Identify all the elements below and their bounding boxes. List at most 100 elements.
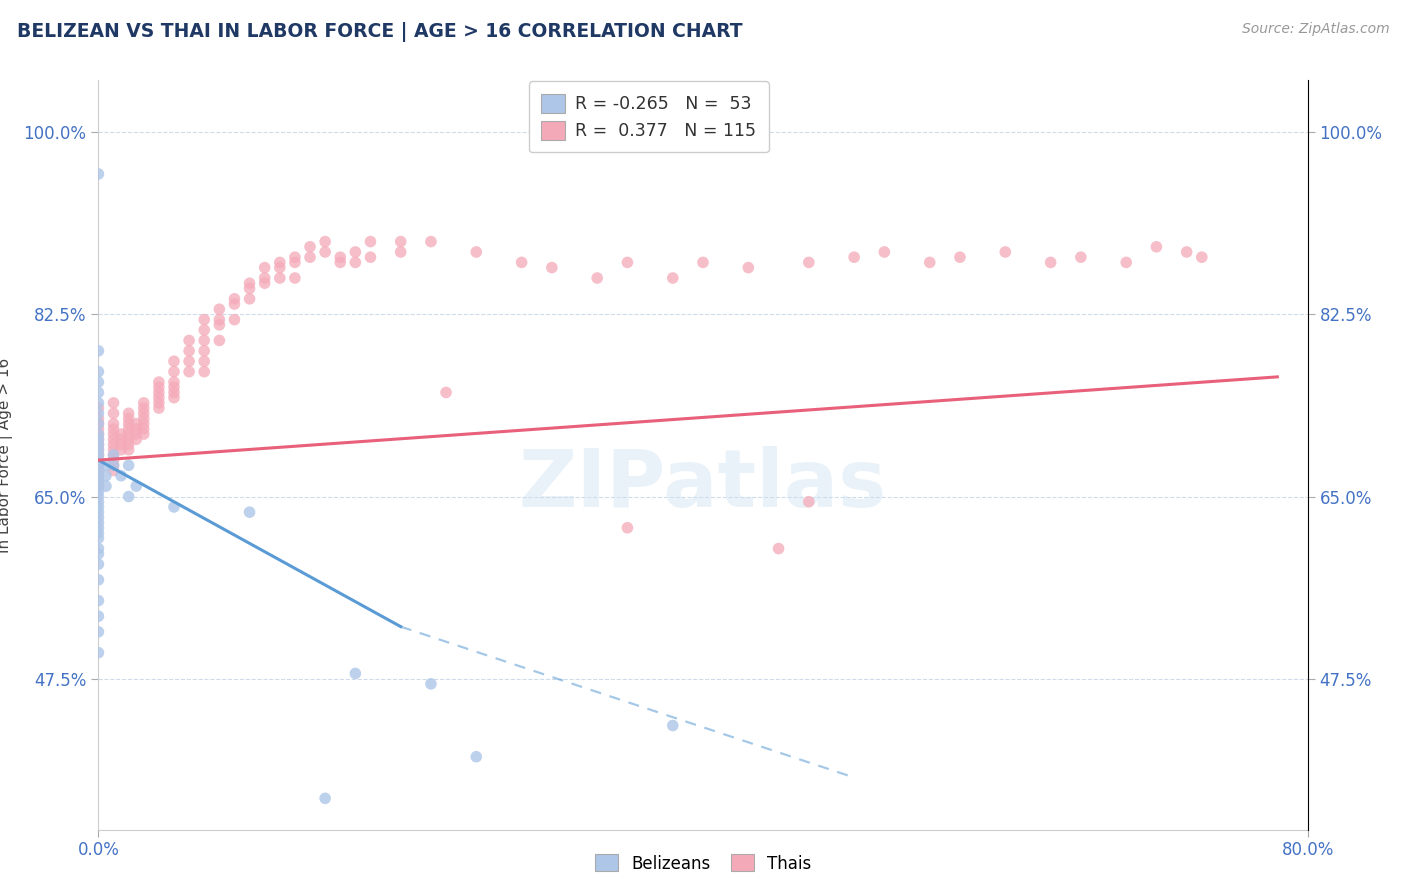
Point: [193, 343, 215, 358]
Point: [87, 453, 110, 467]
Point: [125, 479, 148, 493]
Point: [87, 365, 110, 379]
Point: [844, 250, 866, 264]
Point: [1175, 244, 1198, 259]
Point: [949, 250, 972, 264]
Point: [87, 474, 110, 488]
Point: [132, 417, 155, 431]
Point: [87, 479, 110, 493]
Point: [148, 375, 170, 389]
Point: [148, 380, 170, 394]
Point: [87, 593, 110, 607]
Point: [87, 453, 110, 467]
Point: [148, 385, 170, 400]
Point: [87, 442, 110, 457]
Point: [269, 260, 291, 275]
Point: [148, 396, 170, 410]
Point: [510, 255, 533, 269]
Point: [103, 442, 125, 457]
Y-axis label: In Labor Force | Age > 16: In Labor Force | Age > 16: [0, 358, 13, 552]
Point: [118, 417, 141, 431]
Point: [125, 427, 148, 442]
Point: [434, 385, 457, 400]
Point: [873, 244, 896, 259]
Point: [87, 541, 110, 556]
Point: [208, 312, 231, 326]
Point: [179, 354, 201, 368]
Point: [87, 427, 110, 442]
Point: [87, 484, 110, 499]
Point: [994, 244, 1017, 259]
Point: [224, 312, 246, 326]
Point: [1070, 250, 1092, 264]
Point: [110, 427, 132, 442]
Point: [360, 235, 382, 249]
Point: [737, 260, 759, 275]
Point: [87, 494, 110, 508]
Point: [87, 401, 110, 416]
Point: [118, 458, 141, 473]
Point: [208, 334, 231, 348]
Point: [389, 235, 412, 249]
Point: [239, 505, 262, 519]
Point: [1039, 255, 1062, 269]
Point: [797, 255, 820, 269]
Point: [87, 510, 110, 524]
Point: [239, 292, 262, 306]
Point: [193, 365, 215, 379]
Point: [179, 365, 201, 379]
Point: [103, 458, 125, 473]
Point: [87, 468, 110, 483]
Point: [87, 375, 110, 389]
Point: [118, 442, 141, 457]
Point: [125, 417, 148, 431]
Point: [692, 255, 714, 269]
Point: [208, 302, 231, 317]
Point: [420, 235, 443, 249]
Point: [103, 396, 125, 410]
Point: [179, 343, 201, 358]
Point: [87, 531, 110, 545]
Point: [132, 396, 155, 410]
Legend: Belizeans, Thais: Belizeans, Thais: [588, 847, 818, 880]
Point: [87, 437, 110, 451]
Point: [299, 250, 322, 264]
Point: [87, 490, 110, 504]
Point: [465, 244, 488, 259]
Point: [179, 334, 201, 348]
Point: [87, 437, 110, 451]
Point: [118, 490, 141, 504]
Text: Source: ZipAtlas.com: Source: ZipAtlas.com: [1241, 22, 1389, 37]
Point: [87, 433, 110, 447]
Point: [224, 297, 246, 311]
Point: [540, 260, 562, 275]
Point: [253, 277, 276, 291]
Point: [465, 749, 488, 764]
Point: [284, 250, 307, 264]
Point: [132, 401, 155, 416]
Point: [87, 433, 110, 447]
Point: [87, 411, 110, 425]
Point: [87, 526, 110, 541]
Point: [163, 385, 186, 400]
Point: [87, 547, 110, 561]
Point: [208, 318, 231, 332]
Point: [87, 448, 110, 462]
Point: [314, 244, 336, 259]
Point: [360, 250, 382, 264]
Point: [103, 453, 125, 467]
Point: [103, 437, 125, 451]
Point: [148, 391, 170, 405]
Point: [239, 281, 262, 295]
Point: [224, 292, 246, 306]
Point: [87, 417, 110, 431]
Point: [132, 406, 155, 420]
Point: [87, 464, 110, 478]
Point: [87, 442, 110, 457]
Point: [110, 442, 132, 457]
Point: [193, 334, 215, 348]
Point: [103, 433, 125, 447]
Point: [87, 573, 110, 587]
Point: [87, 417, 110, 431]
Point: [661, 718, 683, 732]
